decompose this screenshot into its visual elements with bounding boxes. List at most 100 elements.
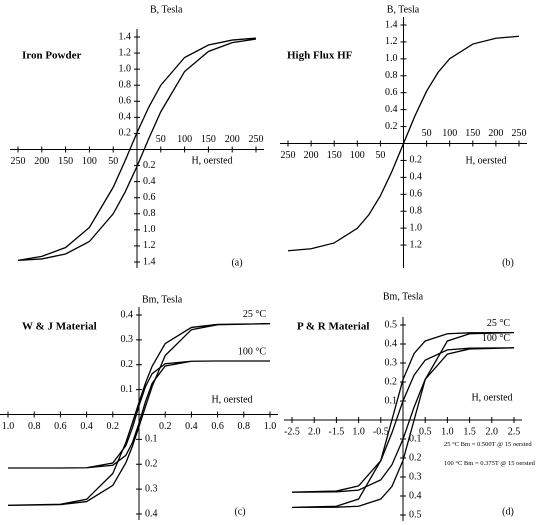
annotation-box: 100 °C Bm = 0.375T @ 15 oersted [444,460,535,467]
x-tick-label: 1.0 [441,426,454,437]
y-tick-label: 0.1 [409,433,422,444]
x-tick-label: 0.6 [211,421,224,432]
y-tick-label: 0.4 [410,172,423,183]
x-tick-label: 0.2 [159,421,172,432]
y-tick-label: 1.2 [119,47,132,58]
y-tick-label: 0.4 [121,309,134,320]
y-tick-label: 1.0 [143,224,156,235]
y-axis-label: Bm, Tesla [142,294,183,305]
y-tick-label: 1.4 [143,256,156,267]
y-tick-label: 1.0 [385,53,398,64]
y-tick-label: 0.6 [143,192,156,203]
y-tick-label: 0.8 [143,208,156,219]
y-tick-label: 0.8 [119,80,132,91]
curve [8,360,270,469]
series-label: 25 °C [487,318,510,329]
series-label: 100 °C [482,333,510,344]
panel-title: Iron Powder [22,50,81,62]
panel-title: High Flux HF [287,50,353,62]
x-tick-label: 1.0 [264,421,277,432]
x-tick-label: 2.0 [308,426,321,437]
y-tick-label: 0.3 [121,334,134,345]
x-tick-label: 1.5 [463,426,476,437]
y-tick-label: 0.2 [121,359,134,370]
x-tick-label: 150 [58,156,73,167]
y-tick-label: 0.3 [409,471,422,482]
y-tick-label: 0.4 [143,176,156,187]
y-tick-label: 0.4 [385,338,398,349]
curve [7,323,271,506]
x-tick-label: 50 [108,156,118,167]
x-tick-label: 100 [442,128,457,139]
y-axis-label: B, Tesla [387,4,420,15]
panel-label: (c) [234,506,245,517]
x-tick-label: 50 [422,128,432,139]
y-tick-label: 0.4 [385,104,398,115]
x-tick-label: 250 [249,134,264,145]
x-tick-label: 0.5 [419,426,432,437]
y-tick-label: 0.4 [409,490,422,501]
x-tick-label: 1.0 [352,426,365,437]
y-tick-label: 0.6 [410,189,423,200]
curve [291,347,515,493]
x-tick-label: 250 [281,150,296,161]
x-tick-label: -0.5 [373,426,389,437]
series-label: 25 °C [243,309,266,320]
x-axis-label: H, oersted [211,394,252,405]
x-tick-label: 100 [350,150,365,161]
panel-title: P & R Material [297,321,369,333]
x-axis-label: H, oersted [191,155,232,166]
y-tick-label: 0.2 [385,121,398,132]
y-tick-label: 0.2 [143,160,156,171]
x-tick-label: 200 [225,134,240,145]
x-tick-label: 100 [82,156,97,167]
x-tick-label: 0.8 [28,421,41,432]
x-tick-label: 1.0 [2,421,15,432]
x-tick-label: -1.5 [328,426,344,437]
y-tick-label: 1.2 [410,239,423,250]
y-tick-label: 0.2 [409,452,422,463]
y-tick-label: 0.2 [385,376,398,387]
panel-label: (b) [502,257,514,268]
panel-label: (d) [502,506,514,517]
y-tick-label: 1.0 [119,63,132,74]
y-tick-label: 0.5 [409,509,422,520]
y-tick-label: 0.1 [385,395,398,406]
x-tick-label: 2.5 [508,426,521,437]
y-tick-label: 0.2 [410,155,423,166]
y-tick-label: 0.6 [119,96,132,107]
x-tick-label: 250 [11,156,26,167]
y-tick-label: 1.0 [410,222,423,233]
y-tick-label: 1.2 [385,36,398,47]
x-tick-label: 150 [327,150,342,161]
x-tick-label: 50 [156,134,166,145]
panel: 250 200 150 100 50 50 100 150 200 250 1.4 1.2 1.0 0.8… [10,4,264,268]
x-tick-label: 100 [177,134,192,145]
x-tick-label: -2.5 [284,426,300,437]
annotation: 25 °C Bm = 0.500T @ 15 oersted [444,441,532,448]
x-tick-label: 2.0 [486,426,499,437]
y-tick-label: 0.5 [385,319,398,330]
y-tick-label: 0.2 [145,459,158,470]
annotation-box: 25 °C Bm = 0.500T @ 15 oersted [444,441,532,448]
series-label: 100 °C [238,346,266,357]
x-tick-label: 0.6 [54,421,67,432]
y-tick-label: 0.3 [385,357,398,368]
x-tick-label: 150 [465,128,480,139]
panel: 250 200 150 100 50 50 100 150 200 250 1.2 1.0 0.8 0.6… [280,4,527,268]
y-axis-label: Bm, Tesla [383,291,424,302]
panel-title: W & J Material [22,321,97,333]
x-axis-label: H, oersted [471,392,512,403]
y-tick-label: 1.2 [143,240,156,251]
y-tick-label: 0.1 [121,384,134,395]
annotation: 100 °C Bm = 0.375T @ 15 oersted [444,460,535,467]
y-tick-label: 0.1 [145,434,158,445]
x-axis-label: H, oersted [465,155,506,166]
y-tick-label: 0.4 [145,508,158,519]
x-tick-label: 0.4 [80,421,93,432]
y-tick-label: 0.2 [119,128,132,139]
y-tick-label: 0.8 [410,206,423,217]
x-tick-label: 50 [375,150,385,161]
x-tick-label: 0.8 [238,421,251,432]
x-tick-label: 250 [512,128,527,139]
